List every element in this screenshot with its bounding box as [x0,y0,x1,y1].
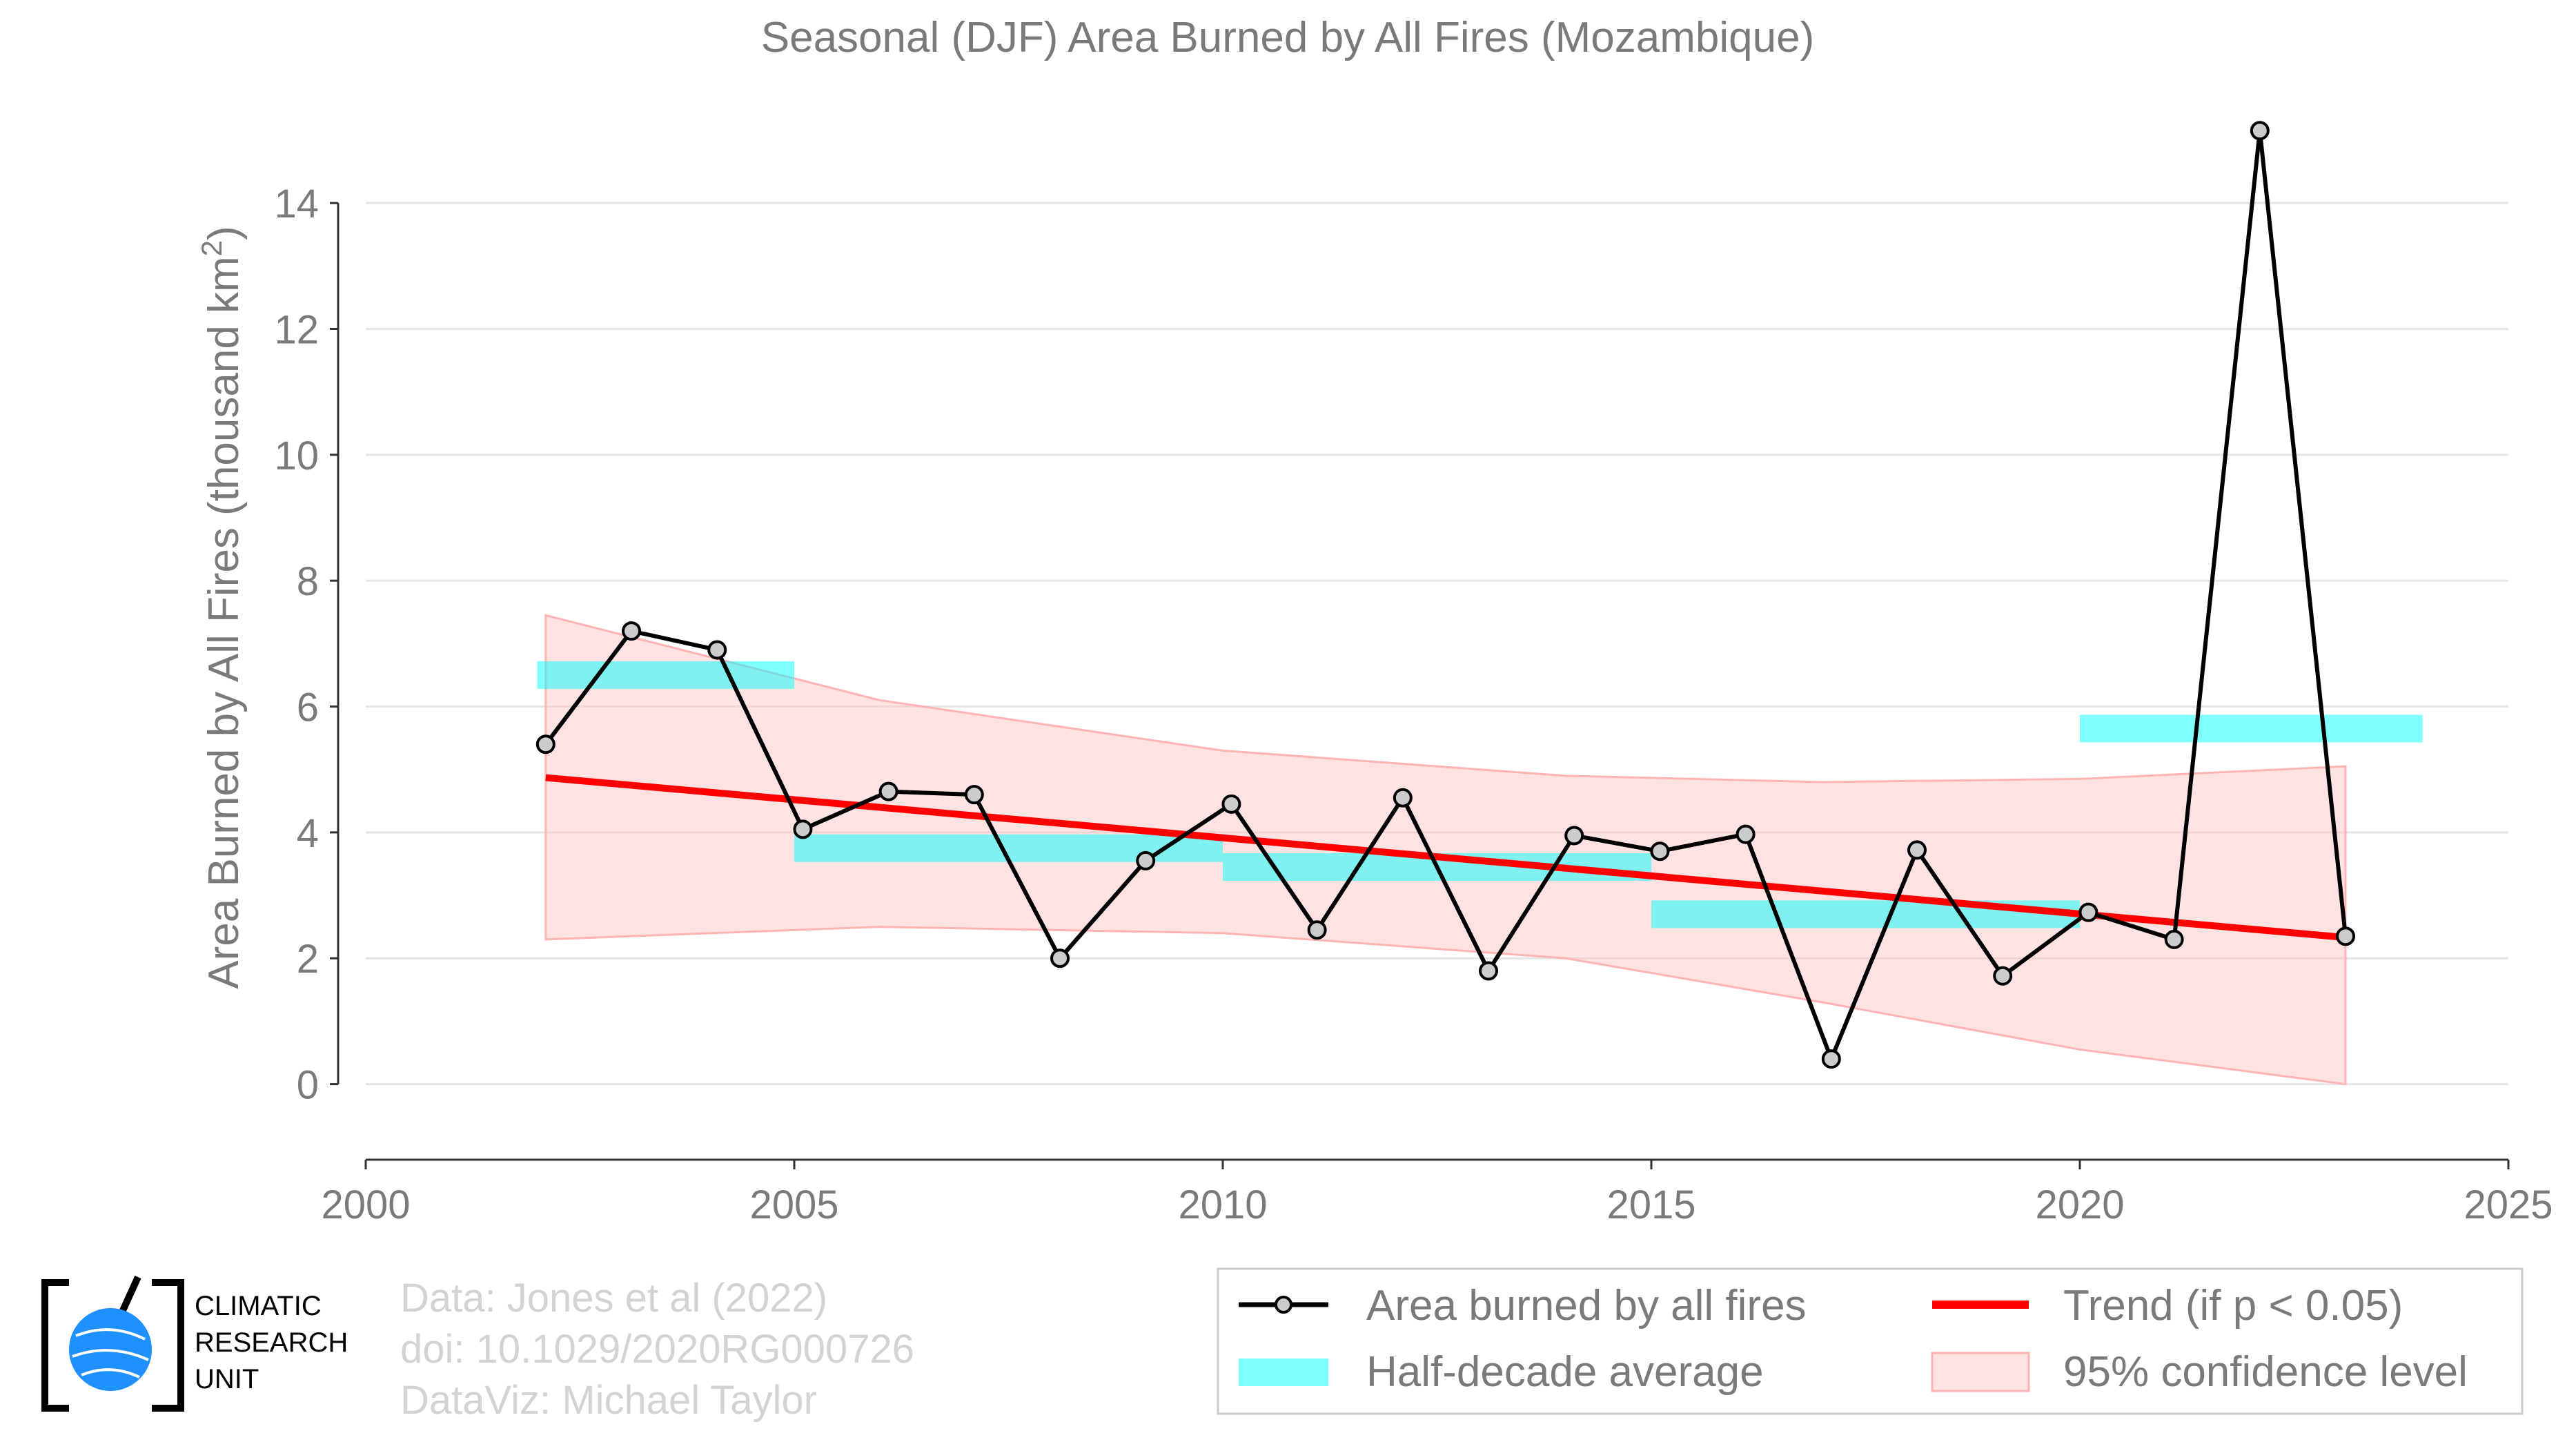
x-tick-label: 2005 [749,1182,838,1227]
data-point [707,640,727,660]
credit-data: Data: Jones et al (2022) [400,1276,827,1321]
data-point [1221,794,1241,814]
legend-label-series: Area burned by all fires [1366,1282,1807,1330]
data-point [793,819,813,839]
grid-lines [366,202,2508,1086]
half-decade-bar [1651,900,2080,928]
y-tick-label: 2 [297,937,319,982]
legend-average-swatch [1239,1359,1328,1386]
data-point [1993,966,2013,986]
logo-bracket-right [152,1279,184,1412]
y-axis-label: Area Burned by All Fires (thousand km2) [195,226,248,989]
series-line [544,128,2348,1062]
legend-label-trend: Trend (if p < 0.05) [2063,1282,2403,1330]
data-point [1821,1049,1841,1069]
x-tick-label: 2025 [2464,1182,2553,1227]
data-point [2336,926,2356,946]
y-axis-label-sup: 2 [195,240,228,256]
legend-label-average: Half-decade average [1366,1348,1764,1396]
y-tick-label: 12 [274,307,319,352]
data-point [2164,929,2184,949]
y-tick-label: 10 [274,434,319,478]
x-tick-label: 2010 [1178,1182,1267,1227]
x-tick-label: 2015 [1606,1182,1695,1227]
globe-swirl-3 [81,1368,140,1379]
y-tick-label: 4 [297,811,319,856]
globe-swirl-1 [75,1328,146,1341]
x-tick-label: 2020 [2035,1182,2124,1227]
y-axis-label-end: ) [200,226,248,240]
confidence-band-area [544,614,2347,1086]
legend-marker-swatch [1275,1296,1292,1314]
series-group [535,121,2356,1069]
trend-line-group [545,774,2346,942]
credit-dataviz: DataViz: Michael Taylor [400,1378,817,1423]
y-tick-label: 8 [297,559,319,604]
data-point [1050,948,1070,968]
y-tick-label: 6 [297,685,319,730]
data-point [1307,920,1327,940]
y-tick-label: 14 [274,182,319,226]
x-tick-label: 2000 [321,1182,410,1227]
y-tick-label: 0 [297,1063,319,1108]
data-point [622,621,642,641]
data-point [1479,961,1499,981]
data-point [1564,826,1584,846]
legend-box [1217,1267,2524,1415]
data-point [1136,850,1156,870]
credits: Data: Jones et al (2022) doi: 10.1029/20… [400,1276,914,1423]
logo-line-1: CLIMATIC [195,1291,322,1321]
credit-doi: doi: 10.1029/2020RG000726 [400,1327,914,1372]
trend-line [545,774,2346,942]
half-decade-bar [2080,714,2423,743]
data-point [1650,841,1670,861]
half-decade-bar [537,661,794,689]
legend-confidence-swatch [1931,1352,2030,1392]
data-point [1393,788,1413,808]
legend: Area burned by all fires Trend (if p < 0… [1217,1267,2524,1415]
data-point [1907,840,1927,860]
logo-line-3: UNIT [195,1364,259,1394]
confidence-band [544,614,2347,1086]
chart-title: Seasonal (DJF) Area Burned by All Fires … [761,14,1815,61]
y-axis: 0 2 4 6 8 10 12 14 [274,182,340,1108]
x-axis: 2000 2005 2010 2015 2020 2025 [321,1158,2553,1227]
cru-logo: CLIMATIC RESEARCH UNIT [41,1275,348,1412]
logo-line-2: RESEARCH [195,1327,348,1358]
logo-bracket-left [41,1279,69,1412]
data-point [878,781,898,801]
y-axis-label-main: Area Burned by All Fires (thousand km [200,256,248,989]
data-point [1736,824,1756,844]
globe-swirl-2 [72,1349,149,1361]
legend-label-confidence: 95% confidence level [2063,1348,2468,1396]
data-point [535,734,555,754]
logo-slash [117,1275,141,1317]
data-point [2078,902,2098,922]
data-point [964,785,984,805]
data-point [2250,121,2270,141]
